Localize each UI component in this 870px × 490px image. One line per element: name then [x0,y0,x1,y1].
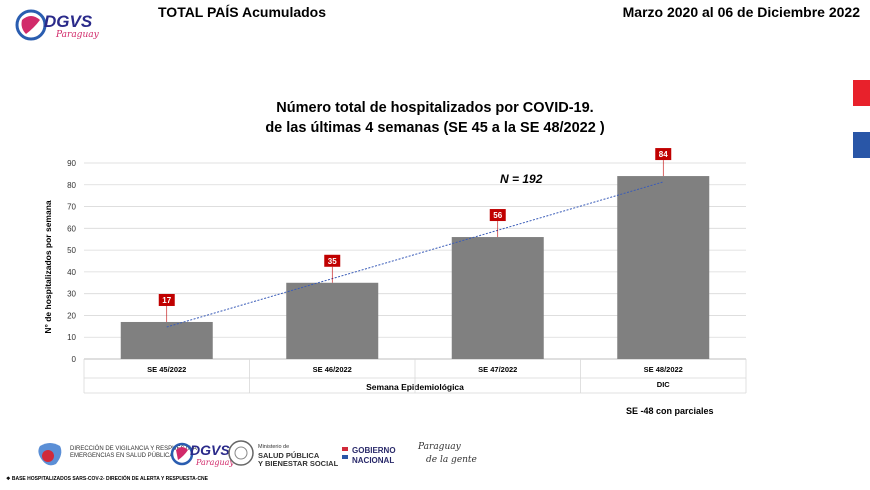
bar [451,237,544,359]
footer-source: ❖ BASE HOSPITALIZADOS SARS-COV-2- DIRECI… [6,476,208,482]
data-label: 35 [328,257,337,266]
bar-chart: 0 10 20 30 40 50 60 70 80 90 SE 45/2022 SE 46/2022 S… [67,148,747,394]
footer-dgvs-sub: Paraguay [196,458,234,467]
trendline [166,181,664,328]
footer-seal [228,440,254,471]
y-tick-label: 90 [67,159,76,168]
data-label-box [655,148,672,161]
y-tick-label: 70 [67,203,76,212]
chart-title: Número total de hospitalizados por COVID… [276,100,594,116]
x-tick-label: SE 45/2022 [147,365,186,374]
y-tick-label: 30 [67,290,76,299]
data-label-box [158,293,175,306]
x-tick-label: SE 47/2022 [478,365,517,374]
data-label-box [489,209,506,222]
x-tick-label: SE 46/2022 [313,365,352,374]
footer-logo-dvrsp-text: DIRECCIÓN DE VIGILANCIA Y RESPUESTA A EM… [70,446,197,460]
footer-logo-line: EMERGENCIAS EN SALUD PÚBLICA [70,453,174,459]
chart-subtitle: de las últimas 4 semanas (SE 45 a la SE … [265,120,605,136]
dgvs-logo [14,8,124,48]
footer-pdg-line1: Paraguay [418,442,461,452]
y-tick-label: 60 [67,224,76,233]
footer-pdg-line2: de la gente [426,455,477,465]
footer-gob-line2: NACIONAL [352,456,395,465]
y-tick-label: 0 [72,355,77,364]
data-label-box [324,254,341,267]
logo-name: DGVS [44,12,93,31]
flag-red-stripe [853,80,870,106]
x-tick-label: SE 48/2022 [644,365,683,374]
footer-logo-line: DIRECCIÓN DE VIGILANCIA Y RESPUESTA A [70,446,197,452]
header-left-title: TOTAL PAÍS Acumulados [158,4,327,20]
footer-msp-line3: Y BIENESTAR SOCIAL [258,459,339,468]
data-label: 84 [659,150,668,159]
map-icon [38,443,62,466]
y-tick-label: 80 [67,181,76,190]
y-tick-label: 10 [67,333,76,342]
footer-source-text: BASE HOSPITALIZADOS SARS-COV-2- DIRECIÓN… [11,476,209,482]
globe-icon [170,442,194,466]
data-label: 56 [493,211,502,220]
total-annotation: N = 192 [500,172,543,186]
footer-gob-flag [342,447,348,459]
footer-dgvs-name: DGVS [190,442,230,458]
data-label: 17 [162,296,171,305]
y-tick-label: 40 [67,268,76,277]
seal-icon [228,440,254,466]
x-tick-sublabel: DIC [657,380,671,389]
y-tick-label: 20 [67,311,76,320]
globe-icon [15,9,47,41]
footer-msp-line2: SALUD PÚBLICA [258,451,320,460]
partial-note: SE -48 con parciales [626,406,714,416]
header-right-title: Marzo 2020 al 06 de Diciembre 2022 [622,4,860,20]
bar [617,176,710,359]
footer-logo-dgvs [170,440,194,468]
footer-logo-dvrsp [36,440,66,468]
bar [286,282,379,359]
logo-subtitle: Paraguay [56,30,99,40]
bar [120,321,213,359]
flag-blue-stripe [853,132,870,158]
footer-msp-line1: Ministerio de [258,444,290,450]
y-tick-label: 50 [67,246,76,255]
footer-gob-line1: GOBIERNO [352,446,396,455]
bullet-icon: ❖ [6,476,11,482]
